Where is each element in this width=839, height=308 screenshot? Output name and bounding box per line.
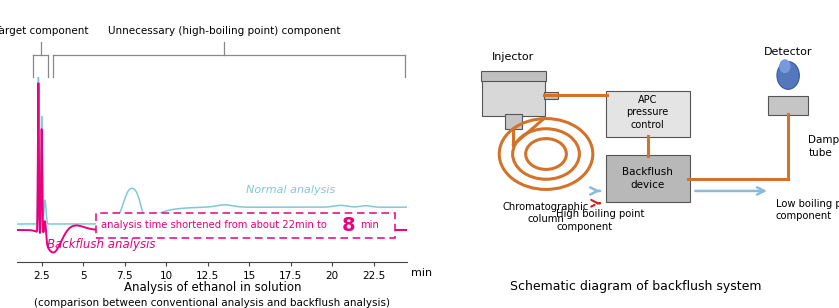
Ellipse shape (777, 62, 800, 89)
Text: Schematic diagram of backflush system: Schematic diagram of backflush system (510, 280, 761, 293)
Text: Backflush analysis: Backflush analysis (47, 238, 155, 251)
FancyBboxPatch shape (482, 78, 545, 116)
Text: High boiling point
component: High boiling point component (556, 209, 644, 232)
FancyBboxPatch shape (544, 92, 558, 99)
Ellipse shape (779, 59, 790, 73)
FancyBboxPatch shape (505, 114, 522, 129)
FancyBboxPatch shape (481, 71, 546, 81)
Text: 8: 8 (342, 216, 356, 235)
FancyBboxPatch shape (96, 213, 395, 238)
Text: min: min (361, 220, 379, 230)
Text: Target component: Target component (0, 26, 88, 36)
Text: analysis time shortened from about 22min to: analysis time shortened from about 22min… (102, 220, 331, 230)
Text: Unnecessary (high-boiling point) component: Unnecessary (high-boiling point) compone… (108, 26, 341, 36)
Text: (comparison between conventional analysis and backflush analysis): (comparison between conventional analysi… (34, 298, 390, 308)
FancyBboxPatch shape (606, 156, 690, 202)
Text: Low boiling point
component: Low boiling point component (776, 199, 839, 221)
Text: Detector: Detector (763, 47, 812, 57)
Text: Chromatographic
column: Chromatographic column (503, 202, 589, 224)
Text: Normal analysis: Normal analysis (246, 185, 336, 195)
FancyBboxPatch shape (606, 91, 690, 137)
Text: Backflush
device: Backflush device (623, 167, 673, 190)
Text: Damper
tube: Damper tube (809, 135, 839, 157)
FancyBboxPatch shape (768, 96, 809, 115)
Text: APC
pressure
control: APC pressure control (627, 95, 669, 130)
Text: min: min (411, 268, 432, 278)
Text: Injector: Injector (492, 52, 534, 62)
Text: Analysis of ethanol in solution: Analysis of ethanol in solution (123, 281, 301, 294)
